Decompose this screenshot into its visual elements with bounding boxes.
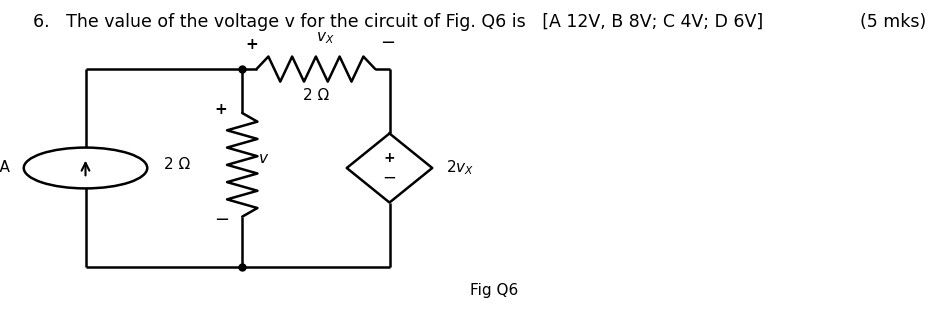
Text: 2 Ω: 2 Ω: [303, 88, 329, 103]
Text: v: v: [259, 151, 268, 166]
Text: +: +: [215, 102, 227, 117]
Text: +: +: [245, 37, 257, 52]
Text: −: −: [214, 211, 229, 229]
Text: $v_X$: $v_X$: [316, 30, 334, 46]
Text: −: −: [383, 169, 396, 187]
Text: −: −: [380, 34, 395, 52]
Circle shape: [24, 148, 147, 188]
Text: 2 A: 2 A: [0, 160, 10, 176]
Text: Fig Q6: Fig Q6: [470, 283, 518, 298]
Text: 6.   The value of the voltage v for the circuit of Fig. Q6 is   [A 12V, B 8V; C : 6. The value of the voltage v for the ci…: [33, 13, 764, 30]
Text: 2 Ω: 2 Ω: [163, 157, 190, 172]
Text: +: +: [384, 151, 395, 165]
Text: (5 mks): (5 mks): [860, 13, 926, 30]
Text: $2v_X$: $2v_X$: [446, 159, 475, 177]
